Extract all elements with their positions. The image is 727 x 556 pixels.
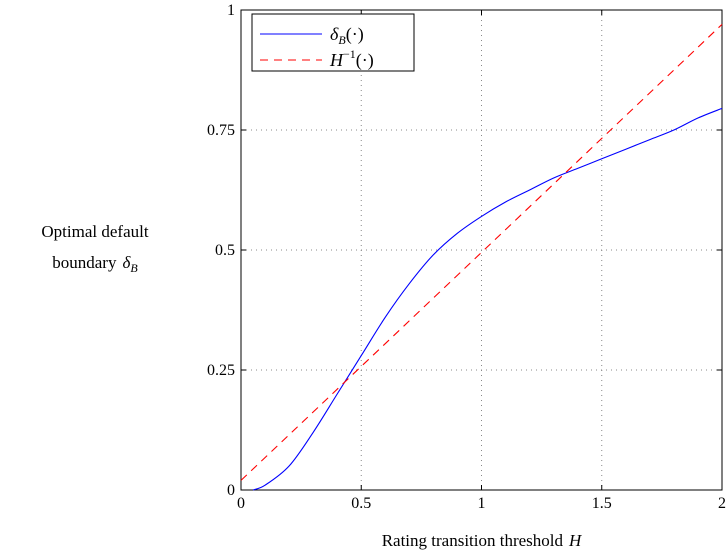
y-tick-label-0: 0 xyxy=(227,482,235,499)
legend-box xyxy=(251,13,415,72)
series-lines xyxy=(240,24,723,491)
legend-entry-series-2: H−1(·) xyxy=(329,47,374,71)
y-tick-label-1: 0.25 xyxy=(207,362,235,379)
y-tick-label-4: 1 xyxy=(227,2,235,19)
y-tick-label-2: 0.5 xyxy=(215,242,235,259)
series-line-2 xyxy=(240,24,723,481)
y-tick-label-3: 0.75 xyxy=(207,122,235,139)
legend: δB(·) H−1(·) xyxy=(251,13,415,72)
x-tick-label-1: 0.5 xyxy=(351,495,371,512)
grid-lines xyxy=(241,10,722,490)
x-tick-label-2: 1 xyxy=(478,495,486,512)
x-tick-label-3: 1.5 xyxy=(592,495,612,512)
y-axis-label-line-2: boundary δB xyxy=(52,253,138,275)
x-axis-label: Rating transition threshold H xyxy=(382,531,583,550)
legend-entry-series-1: δB(·) xyxy=(330,24,364,47)
x-tick-label-0: 0 xyxy=(237,495,245,512)
series-line-1 xyxy=(252,107,723,491)
y-axis-label-line-1: Optimal default xyxy=(41,222,148,241)
axis-ticks: 0 0.5 1 1.5 2 0 0.25 0.5 0.75 1 xyxy=(207,2,726,512)
x-tick-label-4: 2 xyxy=(718,495,726,512)
